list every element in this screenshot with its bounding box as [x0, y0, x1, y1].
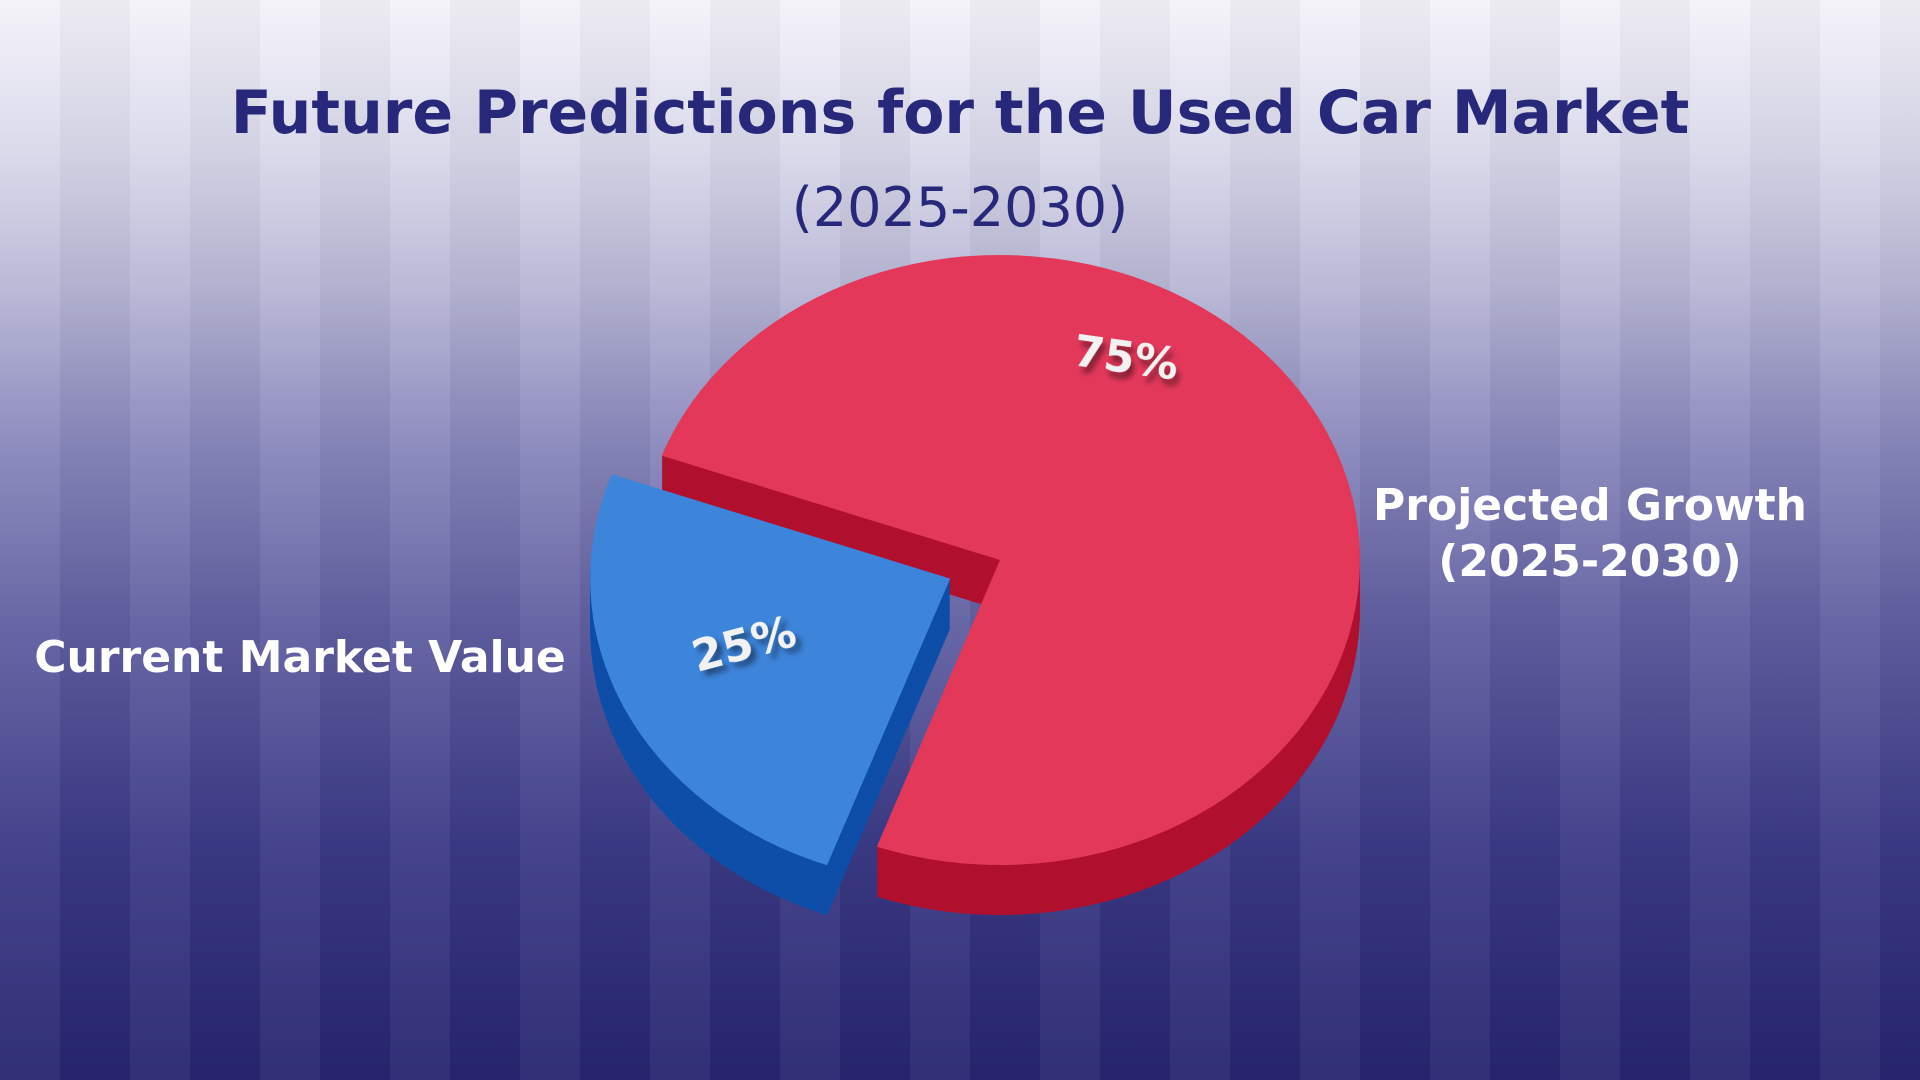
pie-slice-projected-growth-2025-2030 [661, 255, 1360, 866]
legend-label-projected-growth: Projected Growth (2025-2030) [1360, 478, 1820, 590]
chart-title: Future Predictions for the Used Car Mark… [230, 78, 1690, 148]
label-line-1: Projected Growth [1373, 480, 1807, 531]
label-line-2: (2025-2030) [1438, 536, 1742, 587]
legend-label-current-market-value: Current Market Value [34, 632, 566, 683]
pie-slice-current-market-value [590, 474, 951, 866]
chart-subtitle: (2025-2030) [791, 176, 1129, 239]
